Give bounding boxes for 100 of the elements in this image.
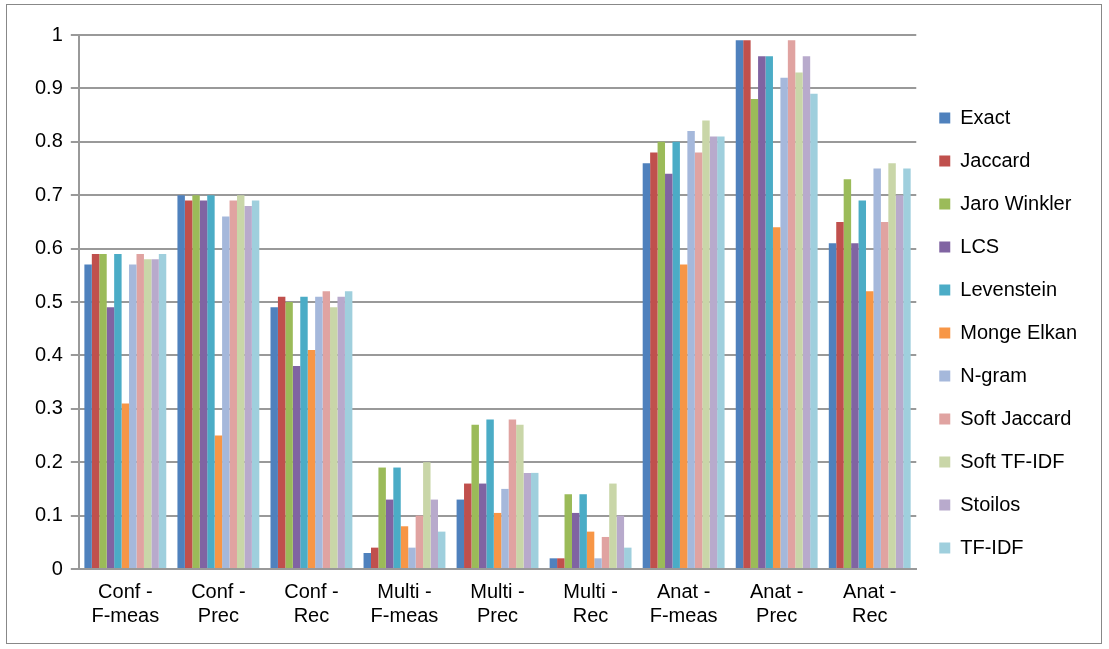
- bar: [557, 558, 565, 568]
- bar: [199, 200, 208, 568]
- bar: [758, 56, 766, 568]
- bar: [106, 307, 115, 568]
- y-tick-label: 0.4: [34, 342, 63, 365]
- bar: [501, 488, 509, 568]
- bar: [802, 56, 811, 568]
- bar: [772, 227, 781, 568]
- legend-label: N-gram: [960, 363, 1027, 386]
- bar: [378, 467, 386, 568]
- bar: [508, 419, 517, 568]
- bar: [679, 264, 688, 568]
- bar: [277, 296, 286, 568]
- bar: [478, 483, 487, 568]
- bar: [285, 302, 293, 568]
- bar: [143, 259, 152, 568]
- bar: [531, 472, 539, 568]
- bar: [523, 472, 532, 568]
- bar: [486, 419, 494, 568]
- bar: [184, 200, 193, 568]
- bar: [315, 296, 323, 568]
- bar: [717, 136, 725, 568]
- bar: [564, 494, 572, 568]
- bar: [493, 512, 502, 568]
- bar: [672, 141, 680, 568]
- bar: [579, 494, 587, 568]
- legend-label: Monge Elkan: [960, 320, 1078, 343]
- bar: [743, 40, 751, 568]
- bar: [873, 168, 881, 568]
- bar: [330, 307, 338, 568]
- bar: [236, 195, 245, 568]
- bar: [400, 526, 409, 568]
- bar: [866, 291, 874, 568]
- legend-label: Jaccard: [960, 148, 1031, 171]
- y-tick-label: 0.3: [34, 396, 63, 419]
- legend-label: LCS: [960, 234, 1000, 257]
- y-tick-label: 0.8: [34, 129, 63, 152]
- y-tick-label: 0.6: [34, 236, 63, 259]
- bar: [270, 307, 278, 568]
- bar: [207, 195, 215, 568]
- bar: [594, 558, 602, 568]
- legend-label: Levenstein: [960, 277, 1058, 300]
- bar: [787, 40, 796, 568]
- bar: [795, 72, 803, 568]
- bar: [810, 93, 818, 568]
- bar: [836, 221, 844, 568]
- x-tick-label: Conf - F-meas: [91, 579, 160, 626]
- bar: [888, 163, 896, 568]
- bar: [129, 264, 137, 568]
- bar: [177, 195, 185, 568]
- bar: [657, 141, 666, 568]
- x-tick-label: Anat - F-meas: [649, 579, 718, 626]
- bar: [601, 536, 610, 568]
- y-tick-label: 0.7: [34, 182, 63, 205]
- legend-label: TF-IDF: [960, 535, 1024, 558]
- y-tick-label: 0.5: [34, 289, 63, 312]
- bar: [880, 221, 889, 568]
- bar: [471, 424, 479, 568]
- bar: [665, 173, 673, 568]
- legend-label: Jaro Winkler: [960, 191, 1072, 214]
- bar: [192, 195, 200, 568]
- bar: [337, 296, 345, 568]
- x-tick-label: Multi - Prec: [470, 579, 525, 626]
- bar: [650, 152, 658, 568]
- legend-label: Soft TF-IDF: [960, 449, 1065, 472]
- bar: [765, 56, 773, 568]
- bar: [415, 515, 424, 568]
- bar: [616, 515, 625, 568]
- bar: [702, 120, 710, 568]
- y-tick-label: 0.2: [34, 449, 63, 472]
- bar: [322, 291, 331, 568]
- bar: [408, 547, 416, 568]
- bar: [222, 216, 230, 568]
- bar: [430, 499, 438, 568]
- bar: [843, 179, 852, 568]
- bar: [903, 168, 911, 568]
- legend-label: Exact: [960, 105, 1011, 128]
- legend-label: Soft Jaccard: [960, 406, 1072, 429]
- bar: [229, 200, 237, 568]
- y-tick-label: 0.1: [34, 503, 63, 526]
- bar: [750, 99, 759, 568]
- bar: [516, 424, 524, 568]
- bar: [158, 253, 167, 568]
- bar: [549, 558, 558, 568]
- y-tick-label: 1: [51, 22, 63, 45]
- y-tick-label: 0: [51, 556, 63, 579]
- bar: [642, 163, 651, 568]
- bar: [300, 296, 308, 568]
- bar: [780, 77, 788, 568]
- bar: [251, 200, 260, 568]
- bar: [307, 350, 316, 568]
- bar: [694, 152, 703, 568]
- bar: [99, 253, 107, 568]
- x-tick-label: Anat - Rec: [843, 579, 897, 626]
- bar: [609, 483, 617, 568]
- legend-label: Stoilos: [960, 492, 1021, 515]
- bar: [244, 205, 252, 568]
- bar: [344, 291, 353, 568]
- bar: [91, 253, 100, 568]
- y-tick-label: 0.9: [34, 75, 63, 98]
